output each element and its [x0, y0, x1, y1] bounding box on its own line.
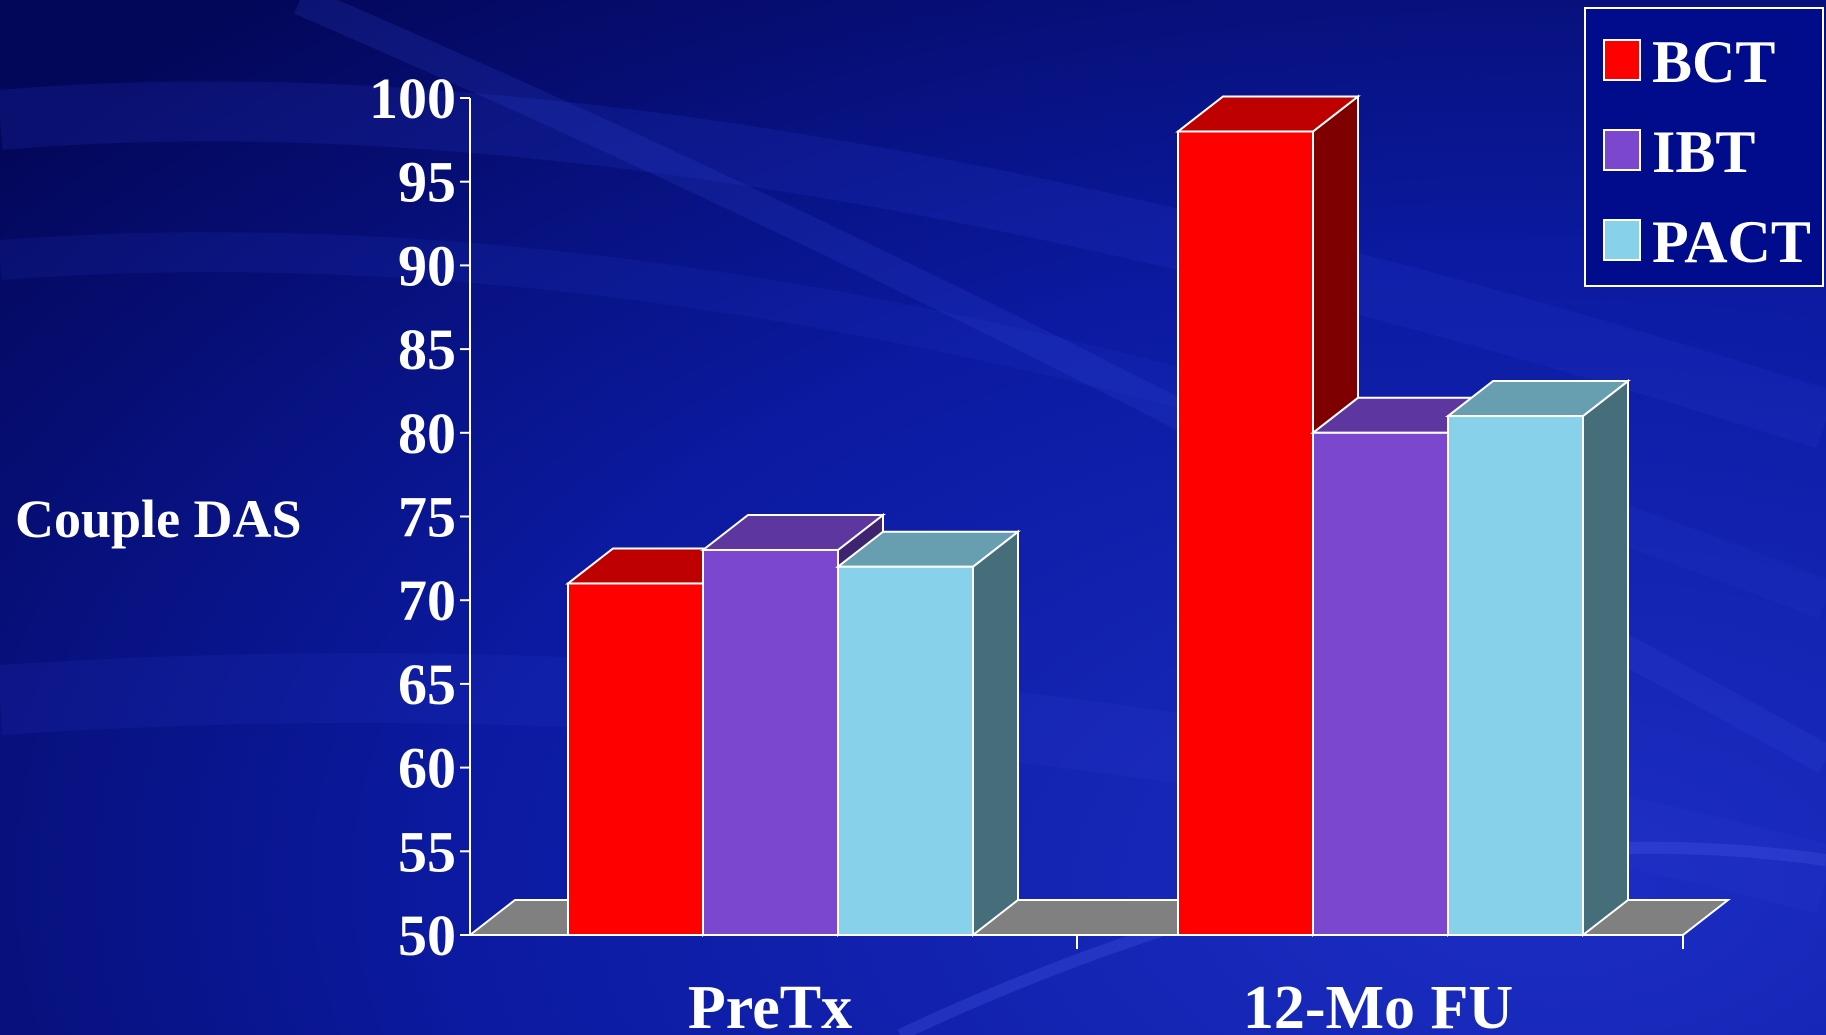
x-category-label: 12-Mo FU: [1243, 974, 1513, 1035]
y-tick-label: 90: [398, 233, 456, 298]
axes: 50 55 60 65 70 75 80 85 90 95 100 PreTx 12-Mo FU: [369, 66, 1684, 1035]
y-tick-label: 80: [398, 401, 456, 466]
legend-swatch: [1603, 219, 1641, 261]
bar-group-0: [565, 512, 1021, 938]
bar-front: [837, 565, 974, 936]
y-tick-label: 85: [398, 317, 456, 382]
bar-front: [702, 548, 839, 936]
y-tick-label: 75: [398, 485, 456, 550]
legend-entry-label: PACT: [1652, 209, 1811, 275]
x-category-label: PreTx: [688, 974, 852, 1035]
y-tick-label: 65: [398, 652, 456, 717]
bar-side: [972, 529, 1019, 938]
bar-front: [1312, 431, 1449, 936]
legend: BCT IBT PACT: [1584, 7, 1824, 287]
bar-pact-1: [1445, 379, 1631, 938]
y-axis-label: Couple DAS: [15, 489, 302, 549]
bar-front: [567, 582, 704, 937]
bar-front: [1177, 130, 1314, 937]
legend-entry-label: IBT: [1652, 119, 1755, 185]
bars: [565, 94, 1631, 938]
y-tick-label: 70: [398, 568, 456, 633]
y-tick-label: 100: [369, 66, 456, 131]
legend-entry-label: BCT: [1652, 29, 1775, 95]
bar-bct-1: [1175, 94, 1361, 938]
bar-pact-0: [835, 529, 1021, 938]
y-tick-label: 50: [398, 903, 456, 968]
y-tick-label: 60: [398, 736, 456, 801]
y-tick-label: 95: [398, 150, 456, 215]
legend-swatch: [1603, 129, 1641, 171]
bar-group-1: [1175, 94, 1631, 938]
bar-side: [1582, 379, 1629, 938]
y-tick-label: 55: [398, 819, 456, 884]
legend-swatch: [1603, 39, 1641, 81]
bar-front: [1447, 415, 1584, 936]
